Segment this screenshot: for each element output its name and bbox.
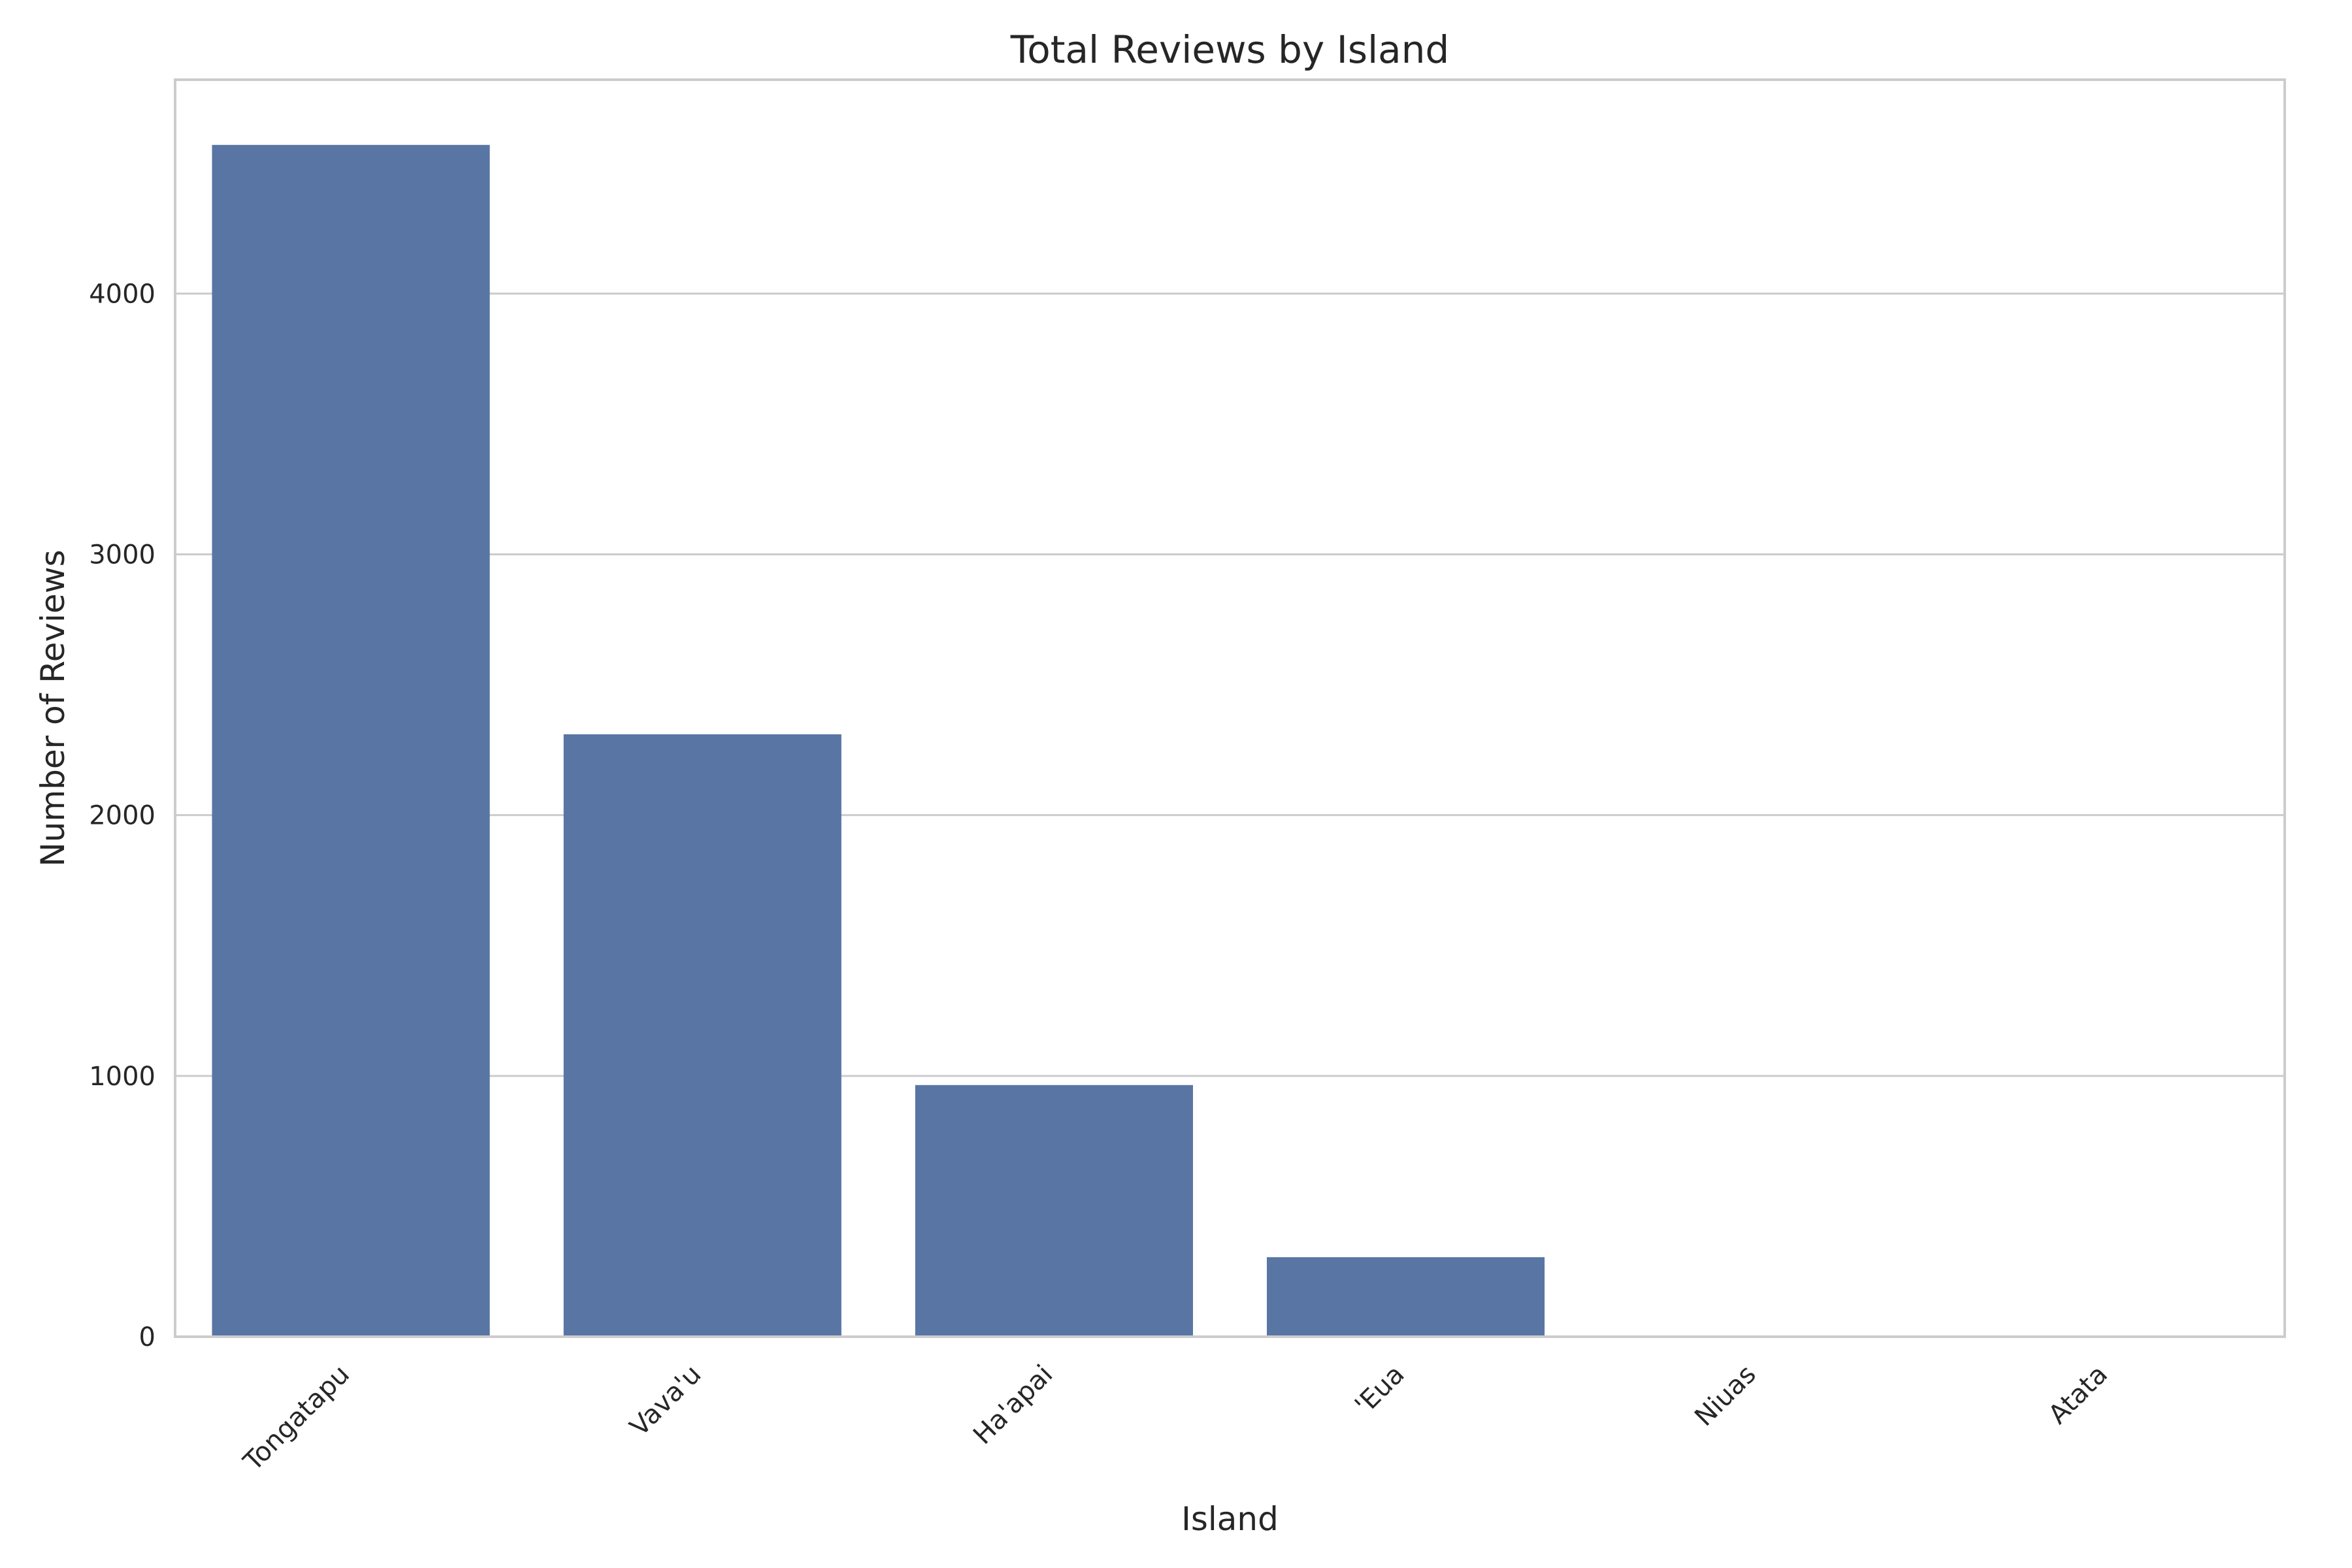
chart-title: Total Reviews by Island bbox=[1010, 27, 1450, 72]
bar bbox=[563, 734, 841, 1337]
y-tick-label: 0 bbox=[139, 1322, 155, 1352]
bar bbox=[212, 144, 490, 1337]
bars bbox=[212, 144, 1545, 1337]
y-axis-label: Number of Reviews bbox=[34, 549, 72, 866]
bar bbox=[1267, 1257, 1545, 1337]
y-tick-label: 4000 bbox=[89, 279, 155, 309]
plot-frame bbox=[174, 78, 2286, 1338]
y-tick-label: 1000 bbox=[89, 1062, 155, 1092]
x-axis-label: Island bbox=[1181, 1500, 1279, 1538]
y-tick-labels: 0 1000 2000 3000 4000 bbox=[89, 279, 155, 1352]
y-tick-label: 2000 bbox=[89, 801, 155, 831]
y-tick-label: 3000 bbox=[89, 540, 155, 570]
bar bbox=[915, 1085, 1193, 1337]
